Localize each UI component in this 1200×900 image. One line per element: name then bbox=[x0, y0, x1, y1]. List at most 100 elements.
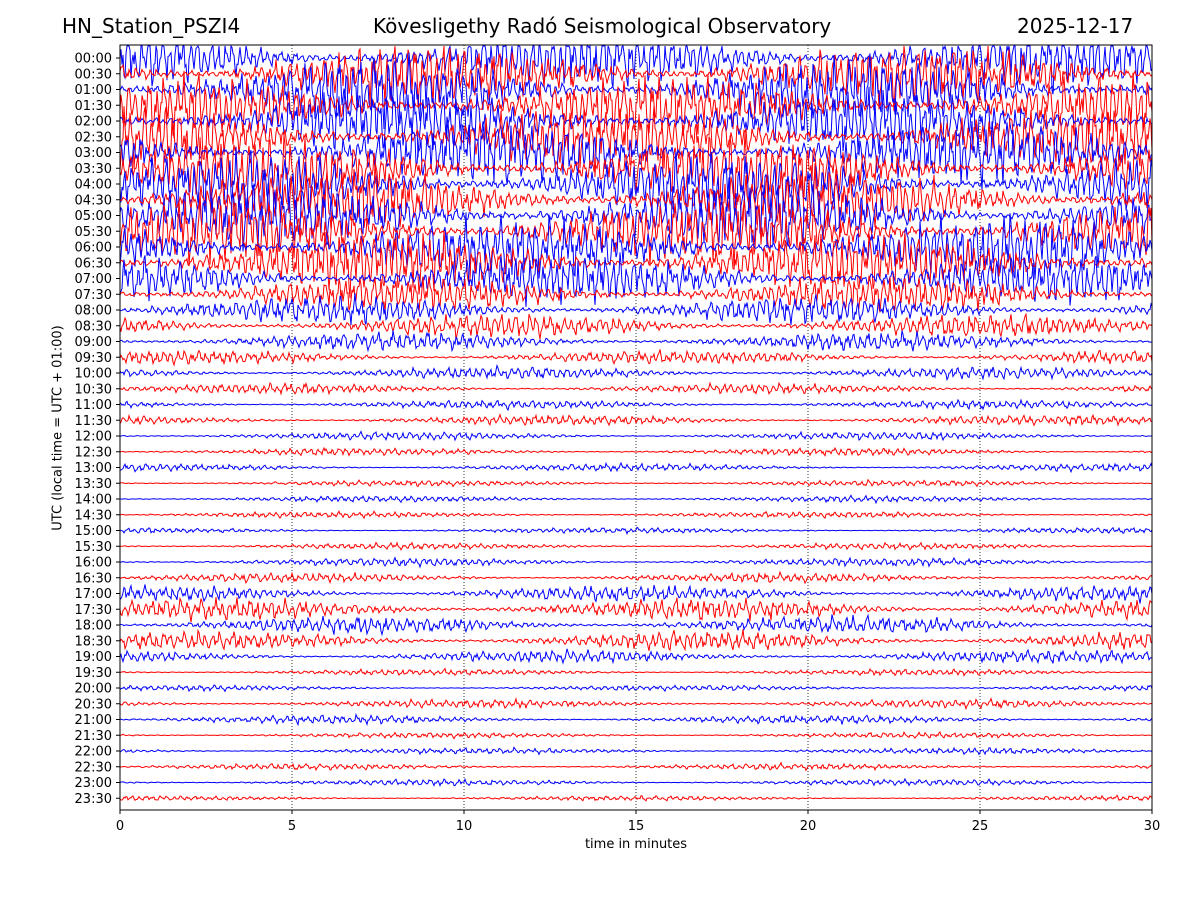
y-tick-label: 02:00 bbox=[75, 115, 112, 130]
y-tick-label: 09:30 bbox=[75, 351, 112, 366]
trace-1000 bbox=[119, 363, 1153, 382]
y-tick-label: 16:00 bbox=[75, 556, 112, 571]
x-tick-label: 0 bbox=[116, 819, 124, 834]
y-tick-label: 05:00 bbox=[75, 209, 112, 224]
y-tick-label: 10:00 bbox=[75, 367, 112, 382]
trace-1100 bbox=[119, 398, 1153, 412]
station-name: HN_Station_PSZI4 bbox=[62, 14, 241, 38]
trace-0930 bbox=[119, 349, 1153, 367]
trace-1400 bbox=[119, 494, 1153, 505]
trace-2200 bbox=[119, 746, 1153, 756]
y-tick-label: 21:00 bbox=[75, 713, 112, 728]
x-tick-label: 20 bbox=[800, 819, 817, 834]
trace-1430 bbox=[119, 510, 1153, 520]
y-tick-label: 05:30 bbox=[75, 225, 112, 240]
trace-0700 bbox=[119, 252, 1153, 307]
chart-title: Kövesligethy Radó Seismological Observat… bbox=[373, 14, 832, 38]
x-tick-label: 15 bbox=[628, 819, 645, 834]
y-tick-label: 22:30 bbox=[75, 760, 112, 775]
trace-0630 bbox=[119, 230, 1153, 299]
trace-1730 bbox=[119, 596, 1153, 623]
y-tick-label: 23:00 bbox=[75, 776, 112, 791]
y-tick-label: 12:00 bbox=[75, 430, 112, 445]
trace-0200 bbox=[119, 86, 1153, 158]
y-tick-label: 07:00 bbox=[75, 272, 112, 287]
trace-2100 bbox=[119, 712, 1153, 727]
x-axis-ticks: 0 5 10 15 20 25 30 bbox=[116, 810, 1160, 834]
y-tick-label: 12:30 bbox=[75, 445, 112, 460]
chart-date: 2025-12-17 bbox=[1017, 14, 1134, 38]
trace-0100 bbox=[119, 52, 1153, 130]
y-tick-label: 17:30 bbox=[75, 603, 112, 618]
trace-1900 bbox=[119, 648, 1153, 665]
trace-1630 bbox=[119, 570, 1153, 585]
y-tick-label: 23:30 bbox=[75, 792, 112, 807]
y-tick-label: 03:30 bbox=[75, 162, 112, 177]
trace-0030 bbox=[119, 45, 1153, 112]
y-tick-label: 18:30 bbox=[75, 634, 112, 649]
y-tick-label: 14:30 bbox=[75, 508, 112, 523]
trace-2230 bbox=[119, 761, 1153, 772]
y-tick-label: 15:00 bbox=[75, 524, 112, 539]
y-tick-label: 00:00 bbox=[75, 52, 112, 67]
y-tick-label: 06:30 bbox=[75, 256, 112, 271]
trace-1030 bbox=[119, 381, 1153, 396]
trace-2030 bbox=[119, 696, 1153, 711]
x-axis-label: time in minutes bbox=[584, 837, 688, 852]
x-tick-label: 5 bbox=[288, 819, 296, 834]
y-tick-label: 14:00 bbox=[75, 493, 112, 508]
trace-2330 bbox=[119, 794, 1153, 802]
y-tick-label: 06:00 bbox=[75, 241, 112, 256]
y-tick-label: 02:30 bbox=[75, 130, 112, 145]
trace-0830 bbox=[119, 312, 1153, 340]
trace-2000 bbox=[119, 684, 1153, 693]
trace-0730 bbox=[119, 275, 1153, 313]
y-tick-label: 03:00 bbox=[75, 146, 112, 161]
trace-2300 bbox=[119, 777, 1153, 788]
y-tick-label: 19:30 bbox=[75, 666, 112, 681]
x-tick-label: 30 bbox=[1144, 819, 1161, 834]
y-tick-label: 08:00 bbox=[75, 304, 112, 319]
trace-1830 bbox=[119, 628, 1153, 652]
trace-0500 bbox=[119, 177, 1153, 252]
trace-1330 bbox=[119, 478, 1153, 488]
y-tick-label: 08:30 bbox=[75, 319, 112, 334]
y-tick-label: 07:30 bbox=[75, 288, 112, 303]
y-tick-label: 04:30 bbox=[75, 193, 112, 208]
y-tick-label: 17:00 bbox=[75, 587, 112, 602]
y-tick-label: 01:00 bbox=[75, 83, 112, 98]
x-tick-label: 25 bbox=[972, 819, 989, 834]
trace-1300 bbox=[119, 461, 1153, 474]
trace-1700 bbox=[119, 583, 1153, 604]
trace-1130 bbox=[119, 412, 1153, 427]
y-tick-label: 09:00 bbox=[75, 335, 112, 350]
y-axis-ticks: 00:0000:3001:0001:3002:0002:3003:0003:30… bbox=[75, 52, 120, 807]
trace-0000 bbox=[119, 44, 1153, 95]
trace-0230 bbox=[119, 105, 1153, 177]
trace-0130 bbox=[119, 70, 1153, 139]
seismic-traces bbox=[119, 44, 1153, 802]
trace-2130 bbox=[119, 731, 1153, 740]
y-tick-label: 22:00 bbox=[75, 745, 112, 760]
y-tick-label: 20:30 bbox=[75, 697, 112, 712]
trace-0800 bbox=[119, 293, 1153, 326]
y-tick-label: 18:00 bbox=[75, 619, 112, 634]
trace-0330 bbox=[119, 131, 1153, 206]
trace-0430 bbox=[119, 163, 1153, 238]
trace-1200 bbox=[119, 430, 1153, 442]
y-tick-label: 11:00 bbox=[75, 398, 112, 413]
trace-0300 bbox=[119, 120, 1153, 191]
y-tick-label: 04:00 bbox=[75, 178, 112, 193]
trace-1230 bbox=[119, 446, 1153, 457]
y-tick-label: 19:00 bbox=[75, 650, 112, 665]
y-tick-label: 13:30 bbox=[75, 477, 112, 492]
y-tick-label: 13:00 bbox=[75, 461, 112, 476]
trace-1600 bbox=[119, 556, 1153, 569]
x-tick-label: 10 bbox=[456, 819, 473, 834]
trace-0900 bbox=[119, 330, 1153, 353]
y-tick-label: 10:30 bbox=[75, 382, 112, 397]
y-tick-label: 11:30 bbox=[75, 414, 112, 429]
trace-1800 bbox=[119, 613, 1153, 637]
trace-1500 bbox=[119, 526, 1153, 536]
